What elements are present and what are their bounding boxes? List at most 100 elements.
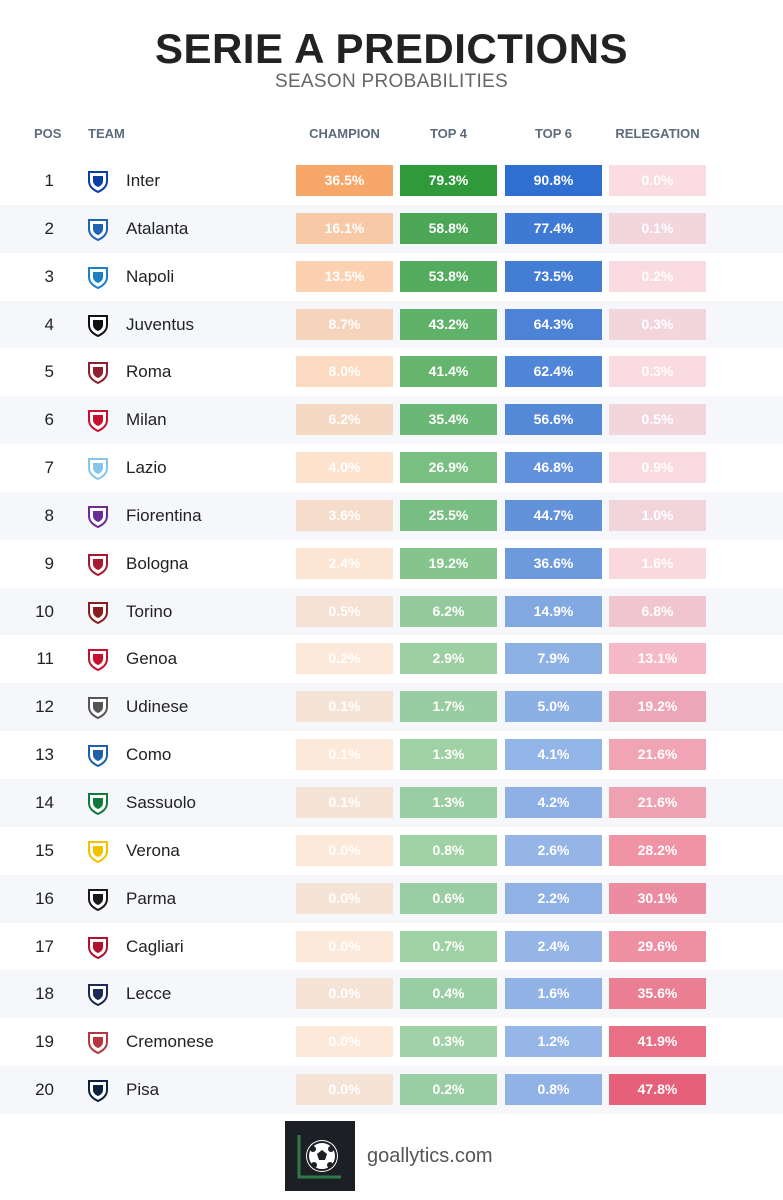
row-team-name: Fiorentina: [126, 505, 202, 525]
cell-relegation: 29.6%: [609, 930, 706, 962]
row-pos: 16: [35, 888, 54, 908]
header-relegation: RELEGATION: [615, 126, 700, 141]
cell-relegation: 0.3%: [609, 308, 706, 340]
cell-top6: 4.1%: [505, 739, 602, 771]
cell-top6: 62.4%: [505, 356, 602, 388]
team-crest-icon: [86, 695, 110, 720]
cell-top6: 14.9%: [505, 595, 602, 627]
cell-top4: 0.3%: [400, 1026, 497, 1058]
cell-top6: 4.2%: [505, 786, 602, 818]
team-crest-icon: [86, 169, 110, 194]
table-row: 11 Genoa 0.2% 2.9% 7.9% 13.1%: [0, 635, 783, 683]
cell-champion: 0.0%: [296, 1074, 393, 1106]
header-champion: CHAMPION: [309, 126, 380, 141]
row-pos: 17: [35, 936, 54, 956]
table-header: POS TEAM CHAMPION TOP 4 TOP 6 RELEGATION: [0, 126, 783, 144]
row-pos: 11: [36, 649, 54, 669]
row-pos: 10: [35, 601, 54, 621]
cell-relegation: 0.0%: [609, 165, 706, 196]
cell-relegation: 1.0%: [609, 499, 706, 531]
row-team-name: Napoli: [126, 266, 175, 286]
team-crest-icon: [86, 552, 110, 576]
cell-relegation: 13.1%: [609, 643, 706, 675]
cell-relegation: 0.1%: [609, 212, 706, 244]
table-row: 20 Pisa 0.0% 0.2% 0.8% 47.8%: [0, 1066, 783, 1114]
cell-top6: 44.7%: [505, 499, 602, 531]
team-crest-icon: [86, 1078, 110, 1103]
cell-top6: 36.6%: [505, 547, 602, 579]
row-team-name: Torino: [126, 601, 173, 621]
cell-champion: 0.5%: [296, 595, 393, 627]
cell-top6: 5.0%: [505, 691, 602, 723]
table-row: 15 Verona 0.0% 0.8% 2.6% 28.2%: [0, 827, 783, 875]
cell-top6: 64.3%: [505, 308, 602, 340]
cell-champion: 0.0%: [296, 834, 393, 866]
row-pos: 2: [44, 218, 54, 238]
row-team-name: Lazio: [126, 458, 167, 478]
cell-champion: 36.5%: [296, 165, 393, 196]
cell-top6: 1.2%: [505, 1026, 602, 1058]
cell-champion: 0.0%: [296, 1026, 393, 1058]
row-team-name: Sassuolo: [126, 792, 196, 812]
cell-relegation: 30.1%: [609, 882, 706, 914]
cell-top4: 25.5%: [400, 499, 497, 531]
cell-top4: 53.8%: [400, 260, 497, 292]
cell-top4: 0.4%: [400, 978, 497, 1010]
team-crest-icon: [86, 1030, 110, 1055]
cell-relegation: 0.3%: [609, 356, 706, 388]
cell-champion: 0.0%: [296, 930, 393, 962]
footer-site: goallytics.com: [367, 1145, 493, 1167]
cell-top6: 2.2%: [505, 882, 602, 914]
soccer-ball-icon: [285, 1121, 355, 1191]
team-crest-icon: [86, 600, 110, 624]
row-team-name: Lecce: [126, 984, 172, 1004]
cell-champion: 8.0%: [296, 356, 393, 388]
row-team-name: Atalanta: [126, 218, 189, 238]
row-pos: 8: [44, 505, 54, 525]
cell-champion: 0.0%: [296, 978, 393, 1010]
team-crest-icon: [86, 839, 110, 863]
cell-top4: 35.4%: [400, 404, 497, 436]
table-row: 14 Sassuolo 0.1% 1.3% 4.2% 21.6%: [0, 778, 783, 827]
cell-relegation: 1.6%: [609, 547, 706, 579]
cell-champion: 0.1%: [296, 691, 393, 723]
cell-top6: 90.8%: [505, 165, 602, 196]
row-pos: 20: [35, 1080, 54, 1100]
row-pos: 18: [35, 984, 54, 1004]
cell-top4: 19.2%: [400, 547, 497, 579]
cell-top4: 58.8%: [400, 212, 497, 244]
row-team-name: Verona: [126, 840, 180, 860]
cell-top6: 73.5%: [505, 260, 602, 292]
cell-champion: 8.7%: [296, 308, 393, 340]
header-pos: POS: [34, 126, 62, 141]
table-row: 16 Parma 0.0% 0.6% 2.2% 30.1%: [0, 874, 783, 923]
table-row: 10 Torino 0.5% 6.2% 14.9% 6.8%: [0, 587, 783, 636]
cell-top6: 1.6%: [505, 978, 602, 1010]
cell-top4: 26.9%: [400, 452, 497, 484]
row-team-name: Genoa: [126, 649, 178, 669]
team-crest-icon: [86, 313, 110, 337]
team-crest-icon: [86, 791, 110, 816]
cell-relegation: 41.9%: [609, 1026, 706, 1058]
row-team-name: Roma: [126, 362, 172, 382]
cell-champion: 2.4%: [296, 547, 393, 579]
cell-champion: 16.1%: [296, 212, 393, 244]
table-row: 3 Napoli 13.5% 53.8% 73.5% 0.2%: [0, 253, 783, 301]
team-crest-icon: [86, 217, 110, 241]
team-crest-icon: [86, 456, 110, 481]
cell-top4: 1.3%: [400, 739, 497, 771]
cell-relegation: 21.6%: [609, 739, 706, 771]
table-row: 12 Udinese 0.1% 1.7% 5.0% 19.2%: [0, 683, 783, 732]
cell-relegation: 0.5%: [609, 404, 706, 436]
cell-top4: 1.3%: [400, 786, 497, 818]
cell-top4: 41.4%: [400, 356, 497, 388]
goallytics-logo: [285, 1121, 355, 1191]
table-row: 2 Atalanta 16.1% 58.8% 77.4% 0.1%: [0, 204, 783, 253]
cell-top4: 79.3%: [400, 165, 497, 196]
cell-champion: 3.6%: [296, 499, 393, 531]
team-crest-icon: [86, 408, 110, 433]
cell-champion: 0.1%: [296, 739, 393, 771]
cell-relegation: 35.6%: [609, 978, 706, 1010]
cell-relegation: 28.2%: [609, 834, 706, 866]
row-team-name: Cremonese: [126, 1032, 214, 1052]
